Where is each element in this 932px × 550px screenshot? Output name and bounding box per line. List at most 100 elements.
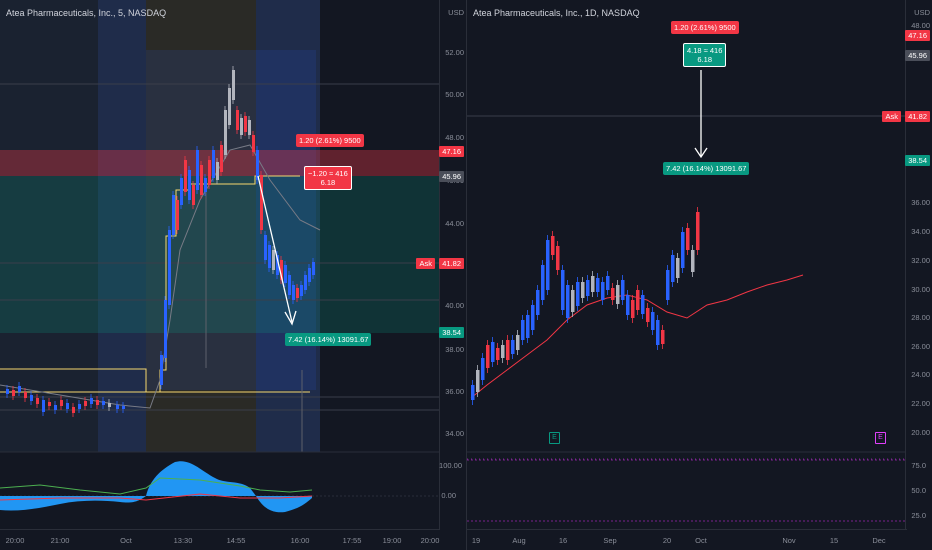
osc-tick-75: 75.0: [911, 461, 926, 470]
stop-price-tag: 47.16: [439, 146, 464, 157]
candle: [626, 295, 630, 315]
daily-chart-canvas[interactable]: [467, 0, 932, 550]
target-info-box: 7.42 (16.14%) 13091.67: [663, 162, 750, 175]
oscillator-area: [146, 461, 256, 496]
candle: [72, 407, 75, 413]
session-shade: [256, 0, 320, 452]
oscillator-signal-line: [0, 477, 313, 495]
osc-tick-0: 0.00: [441, 491, 456, 500]
candle: [122, 406, 125, 409]
candle: [204, 178, 207, 192]
candle: [656, 320, 660, 345]
price-tick-label: 34.00: [445, 429, 464, 438]
candle: [188, 170, 191, 200]
price-tick-label: 26.00: [911, 342, 930, 351]
time-tick-label: 16:00: [290, 536, 310, 545]
price-axis[interactable]: USD 48.00 36.00 34.00 32.00 30.00 28.00 26.00 2…: [905, 0, 932, 530]
price-tick-label: 40.00: [445, 301, 464, 310]
price-tick-label: 34.00: [911, 227, 930, 236]
time-tick-label: 20: [662, 536, 672, 545]
osc-tick-100: 100.00: [439, 461, 462, 470]
candle: [216, 162, 219, 180]
osc-tick-50: 50.0: [911, 486, 926, 495]
time-tick-label: Dec: [872, 536, 886, 545]
earnings-badge-upcoming[interactable]: E: [875, 432, 886, 444]
candle: [671, 255, 675, 282]
candle: [606, 276, 610, 290]
candle: [491, 342, 495, 362]
candle: [192, 185, 195, 205]
ask-price-tag: 41.82: [439, 258, 464, 269]
candle: [501, 345, 505, 358]
candle: [90, 398, 93, 404]
ask-price-tag: 41.82: [905, 111, 930, 122]
price-tick-label: 52.00: [445, 48, 464, 57]
candle: [96, 400, 99, 405]
daily-chart-pane[interactable]: Atea Pharmaceuticals, Inc., 1D, NASDAQ U…: [466, 0, 932, 550]
stop-loss-info-box: 1.20 (2.61%) 9500: [671, 21, 739, 34]
candle: [561, 270, 565, 310]
candle: [506, 340, 510, 360]
earnings-badge[interactable]: E: [549, 432, 560, 444]
candle: [476, 370, 480, 392]
oscillator-area: [0, 496, 146, 511]
trade-arrow-head: [694, 147, 708, 159]
time-tick-label: 16: [558, 536, 568, 545]
candle: [566, 285, 570, 318]
candle: [208, 160, 211, 185]
candle: [591, 276, 595, 292]
candle: [116, 405, 119, 409]
candle: [651, 312, 655, 330]
candle: [571, 290, 575, 312]
session-shade: [146, 0, 256, 452]
time-tick-label: Oct: [120, 536, 132, 545]
candle: [546, 240, 550, 290]
candle: [84, 401, 87, 406]
candle: [596, 278, 600, 292]
candle: [12, 390, 15, 396]
price-tick-label: 50.00: [445, 90, 464, 99]
candle: [108, 403, 111, 407]
candle: [536, 290, 540, 315]
candle: [220, 145, 223, 172]
time-tick-label: 13:30: [173, 536, 193, 545]
session-shade: [0, 0, 98, 452]
target-price-tag: 38.54: [439, 327, 464, 338]
price-tick-label: 32.00: [911, 256, 930, 265]
trade-arrow: [257, 175, 293, 323]
risk-reward-box[interactable]: −1.20 ≈ 416 6.18: [304, 166, 352, 190]
candle: [471, 385, 475, 400]
candle: [661, 330, 665, 344]
candle: [248, 120, 251, 135]
candle: [631, 300, 635, 318]
candle: [288, 275, 291, 295]
candle: [681, 232, 685, 268]
price-tick-label: 22.00: [911, 399, 930, 408]
session-shade: [98, 0, 146, 452]
price-tick-label: 30.00: [911, 285, 930, 294]
candle: [521, 320, 525, 340]
price-tick-label: 48.00: [445, 133, 464, 142]
currency-label: USD: [448, 8, 464, 17]
candle: [551, 236, 555, 255]
price-tick-label: 36.00: [911, 198, 930, 207]
intraday-chart-canvas[interactable]: [0, 0, 466, 550]
candle: [256, 150, 259, 180]
time-tick-label: 19:00: [382, 536, 402, 545]
price-tick-label: 24.00: [911, 370, 930, 379]
osc-tick-25: 25.0: [911, 511, 926, 520]
chart-title: Atea Pharmaceuticals, Inc., 5, NASDAQ: [6, 8, 167, 18]
time-tick-label: Aug: [512, 536, 526, 545]
ask-label: Ask: [882, 111, 901, 122]
candle: [30, 395, 33, 401]
candle: [676, 258, 680, 278]
time-axis[interactable]: 19 Aug 16 Sep 20 Oct Nov 15 Dec: [467, 529, 907, 550]
candle: [54, 405, 57, 410]
intraday-chart-pane[interactable]: Atea Pharmaceuticals, Inc., 5, NASDAQ US…: [0, 0, 466, 550]
last-price-tag: 45.96: [439, 171, 464, 182]
candle: [240, 118, 243, 135]
risk-reward-box[interactable]: 4.18 ≈ 416 6.18: [683, 43, 727, 67]
time-axis[interactable]: 20:00 21:00 Oct 13:30 14:55 16:00 17:55 19:00 20…: [0, 529, 440, 550]
candle: [78, 404, 81, 409]
candle: [224, 110, 227, 155]
